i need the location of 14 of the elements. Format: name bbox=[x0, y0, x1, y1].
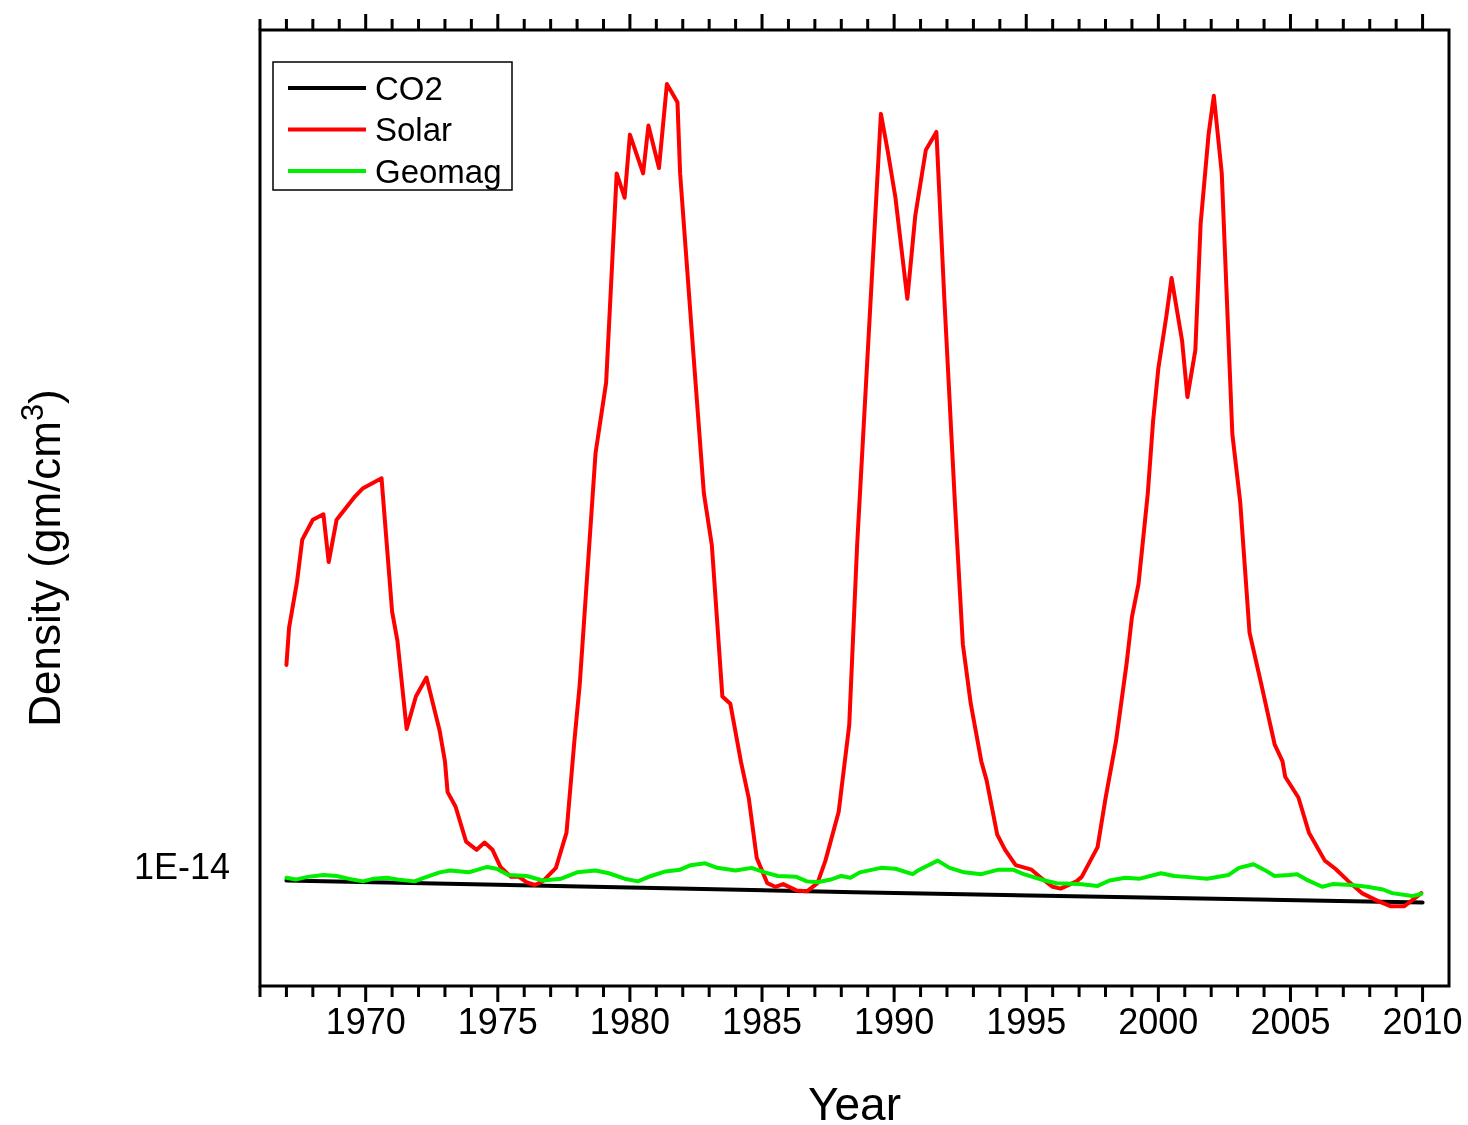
text: 1E-14 bbox=[133, 846, 230, 888]
x-tick-label: 1980 bbox=[589, 1001, 670, 1042]
x-tick-label: 1990 bbox=[854, 1001, 935, 1042]
x-tick-label: 1995 bbox=[986, 1001, 1067, 1042]
legend-label: Solar bbox=[375, 111, 453, 149]
x-tick-label: 2000 bbox=[1118, 1001, 1199, 1042]
x-tick-label: 1985 bbox=[721, 1001, 803, 1042]
x-tick-label: 1975 bbox=[457, 1001, 538, 1042]
legend-label: Geomag bbox=[375, 152, 502, 190]
x-tick-label: 2010 bbox=[1382, 1001, 1463, 1042]
x-tick-label: 1970 bbox=[325, 1001, 406, 1042]
x-axis-title: Year bbox=[808, 1078, 901, 1125]
legend-label: CO2 bbox=[375, 69, 443, 107]
x-tick-label: 2005 bbox=[1250, 1001, 1331, 1042]
